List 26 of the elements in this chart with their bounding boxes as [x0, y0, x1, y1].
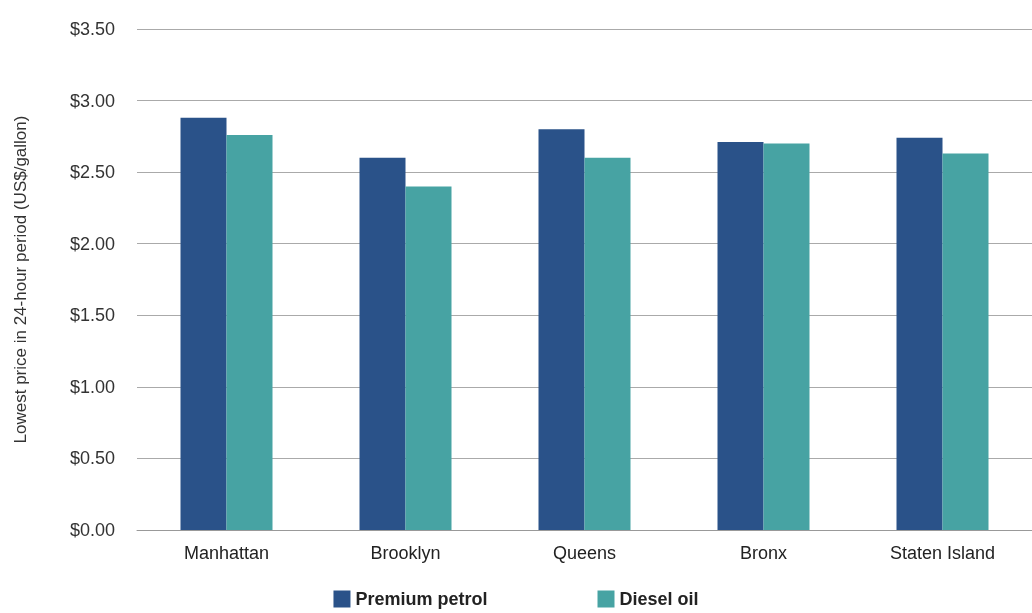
x-tick-label: Manhattan	[183, 543, 270, 563]
bar	[763, 143, 810, 530]
bar	[538, 129, 585, 530]
legend-label: Premium petrol	[355, 589, 488, 609]
y-tick-label: $3.50	[69, 19, 115, 39]
bar	[896, 137, 943, 530]
bar	[584, 157, 631, 530]
y-tick-label: $2.00	[69, 233, 115, 254]
bar	[226, 134, 273, 530]
bar	[359, 157, 406, 530]
x-tick-label: Queens	[552, 543, 617, 563]
x-tick-label: Staten Island	[889, 543, 996, 563]
y-tick-label: $0.50	[69, 448, 115, 469]
bar	[942, 153, 989, 530]
y-tick-label: $3.00	[69, 90, 115, 111]
bar	[180, 117, 227, 530]
y-tick-label: $2.50	[69, 162, 115, 183]
y-tick-label: $1.50	[69, 305, 115, 326]
x-tick-label: Bronx	[739, 543, 788, 563]
y-axis-title: Lowest price in 24-hour period (US$/gallon)	[11, 115, 30, 444]
y-tick-label: $1.00	[69, 376, 115, 397]
y-tick-label: $0.00	[69, 520, 115, 540]
bar	[405, 186, 452, 530]
x-tick-label: Brooklyn	[370, 543, 441, 563]
bar	[717, 142, 764, 530]
legend-label: Diesel oil	[619, 589, 699, 609]
